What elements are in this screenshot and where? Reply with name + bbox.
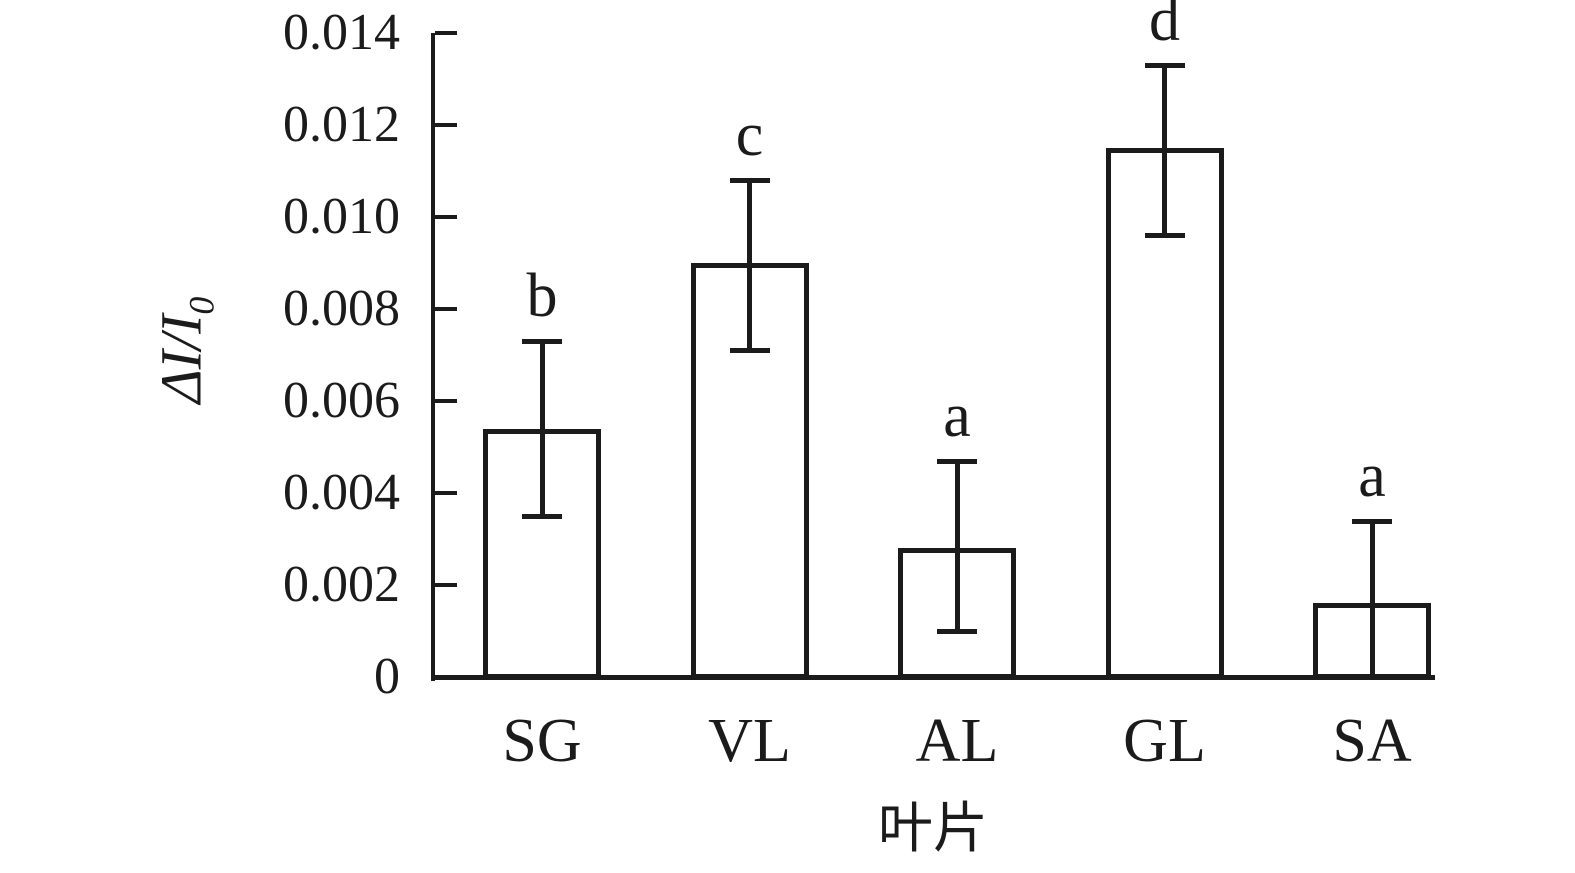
y-tick-label-0.002: 0.002 — [283, 556, 400, 613]
sig-letter-AL: a — [943, 381, 971, 450]
y-tick-label-0.008: 0.008 — [283, 280, 400, 337]
x-tick-label-SG: SG — [502, 707, 582, 775]
error-bar-SA — [1369, 520, 1375, 677]
y-tick-0.012 — [435, 123, 457, 127]
x-axis-label: 叶片 — [877, 798, 989, 859]
error-bar-SG — [539, 341, 545, 516]
error-bar-AL — [954, 460, 960, 631]
error-bar-VL — [747, 180, 752, 351]
sig-letter-SG: b — [526, 262, 558, 331]
sig-letter-SA: a — [1358, 441, 1386, 510]
y-tick-0.002 — [435, 583, 457, 587]
y-tick-0.010 — [435, 215, 457, 219]
y-tick-0.014 — [435, 31, 457, 35]
y-tick-label-0.006: 0.006 — [283, 372, 400, 429]
error-cap-top-GL — [1144, 63, 1185, 69]
error-cap-top-SG — [522, 339, 562, 345]
x-tick-label-GL: GL — [1123, 707, 1206, 775]
y-tick-label-0.004: 0.004 — [283, 464, 400, 521]
x-tick-label-VL: VL — [708, 707, 791, 775]
error-cap-bottom-VL — [729, 348, 770, 354]
error-cap-bottom-AL — [937, 629, 977, 634]
y-tick-label-0: 0 — [374, 648, 400, 705]
y-tick-0.006 — [435, 399, 457, 403]
error-cap-top-AL — [937, 458, 977, 464]
y-tick-0.008 — [435, 307, 457, 311]
x-tick-label-AL: AL — [915, 707, 999, 775]
x-tick-label-SA: SA — [1332, 707, 1412, 775]
error-cap-top-SA — [1352, 518, 1392, 524]
error-cap-bottom-SG — [522, 514, 562, 519]
error-bar-GL — [1162, 65, 1167, 236]
y-axis-line — [431, 33, 435, 681]
error-cap-top-VL — [729, 178, 770, 184]
sig-letter-VL: c — [735, 101, 764, 170]
y-tick-0.004 — [435, 491, 457, 495]
y-tick-label-0.014: 0.014 — [283, 4, 400, 61]
error-cap-bottom-GL — [1144, 233, 1185, 239]
sig-letter-GL: d — [1149, 0, 1180, 55]
y-tick-label-0.010: 0.010 — [283, 188, 400, 245]
y-tick-label-0.012: 0.012 — [283, 96, 400, 153]
